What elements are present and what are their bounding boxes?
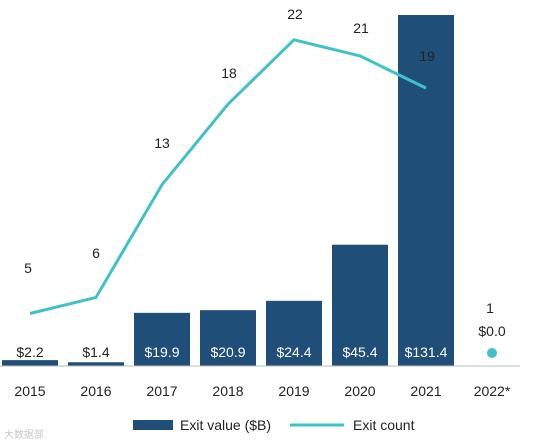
x-tick-2019: 2019 xyxy=(278,383,309,399)
count-label-2019: 22 xyxy=(287,6,303,22)
legend-bar-label: Exit value ($B) xyxy=(180,417,271,433)
x-tick-2016: 2016 xyxy=(80,383,111,399)
bar-2019 xyxy=(266,300,322,366)
bar-series xyxy=(2,15,454,366)
exit-count-line xyxy=(29,38,427,315)
bar-2021 xyxy=(398,15,454,366)
x-tick-2020: 2020 xyxy=(344,383,375,399)
count-label-2022*: 1 xyxy=(486,300,494,316)
bar-value-label-2016: $1.4 xyxy=(82,344,109,360)
bar-2020 xyxy=(332,244,388,366)
bar-value-label-2015: $2.2 xyxy=(16,344,43,360)
x-tick-2018: 2018 xyxy=(212,383,243,399)
bar-value-label-2017: $19.9 xyxy=(144,344,179,360)
x-tick-2017: 2017 xyxy=(146,383,177,399)
x-axis-ticks: 2015 2016 2017 2018 2019 2020 2021 2022* xyxy=(14,383,510,399)
legend-bar-swatch xyxy=(133,420,173,430)
x-tick-2021: 2021 xyxy=(410,383,441,399)
count-label-2018: 18 xyxy=(221,65,237,81)
bar-value-label-2022*: $0.0 xyxy=(478,323,505,339)
bar-2016 xyxy=(68,362,124,366)
bar-value-label-2018: $20.9 xyxy=(210,344,245,360)
bar-2017 xyxy=(134,312,190,366)
x-tick-2015: 2015 xyxy=(14,383,45,399)
bar-value-label-2020: $45.4 xyxy=(342,344,377,360)
exit-count-point-2022 xyxy=(487,348,497,358)
watermark: 大数据部 xyxy=(4,428,44,441)
exit-value-labels: $2.2 $1.4 $19.9 $20.9 $24.4 $45.4 $131.4 $0.0 xyxy=(16,323,505,360)
legend: Exit value ($B) Exit count xyxy=(133,417,415,433)
bar-value-label-2019: $24.4 xyxy=(276,344,311,360)
bar-2018 xyxy=(200,310,256,366)
count-label-2020: 21 xyxy=(353,20,369,36)
exit-count-labels: 5 6 13 18 22 21 19 1 xyxy=(24,6,494,316)
count-label-2016: 6 xyxy=(92,245,100,261)
count-label-2017: 13 xyxy=(154,135,170,151)
bar-value-label-2021: $131.4 xyxy=(405,344,448,360)
bar-2015 xyxy=(2,360,58,366)
count-label-2015: 5 xyxy=(24,260,32,276)
count-label-2021: 19 xyxy=(419,48,435,64)
x-tick-2022*: 2022* xyxy=(474,383,511,399)
legend-line-label: Exit count xyxy=(353,417,415,433)
